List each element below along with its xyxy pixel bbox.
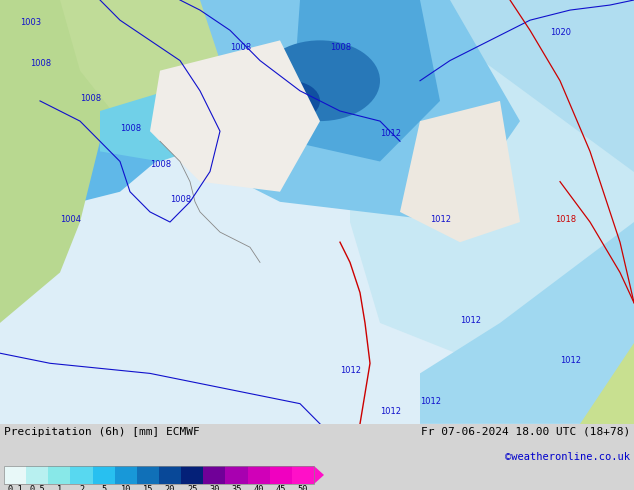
Polygon shape — [60, 0, 260, 121]
Polygon shape — [160, 0, 520, 222]
Text: 1003: 1003 — [20, 18, 41, 27]
Bar — [4, 466, 26, 484]
Ellipse shape — [0, 86, 125, 136]
Text: 0.5: 0.5 — [29, 485, 45, 490]
Text: 2: 2 — [79, 485, 84, 490]
Text: 45: 45 — [276, 485, 286, 490]
Text: 1008: 1008 — [80, 94, 101, 103]
Text: 40: 40 — [254, 485, 264, 490]
Text: Fr 07-06-2024 18.00 UTC (18+78): Fr 07-06-2024 18.00 UTC (18+78) — [421, 427, 630, 437]
Polygon shape — [60, 0, 220, 141]
Polygon shape — [350, 0, 634, 424]
Bar — [48, 466, 70, 484]
Text: 1008: 1008 — [170, 195, 191, 204]
Text: 1008: 1008 — [30, 59, 51, 68]
Polygon shape — [0, 71, 200, 222]
Bar — [4, 466, 314, 484]
Text: 25: 25 — [187, 485, 197, 490]
Ellipse shape — [260, 40, 380, 121]
Text: 1: 1 — [56, 485, 62, 490]
Ellipse shape — [260, 81, 320, 121]
Text: Precipitation (6h) [mm] ECMWF: Precipitation (6h) [mm] ECMWF — [4, 427, 200, 437]
Polygon shape — [0, 0, 140, 323]
Text: 20: 20 — [165, 485, 176, 490]
Text: 1012: 1012 — [420, 397, 441, 406]
Text: ©weatheronline.co.uk: ©weatheronline.co.uk — [505, 452, 630, 462]
Bar — [204, 466, 226, 484]
Bar — [159, 466, 181, 484]
Polygon shape — [580, 343, 634, 424]
Text: 1008: 1008 — [230, 44, 251, 52]
Text: 1012: 1012 — [460, 316, 481, 325]
Bar — [26, 466, 48, 484]
Text: 1008: 1008 — [150, 160, 171, 169]
Bar — [292, 466, 314, 484]
Bar — [115, 466, 137, 484]
Text: 1020: 1020 — [550, 28, 571, 37]
Text: 1012: 1012 — [380, 129, 401, 138]
Text: 1012: 1012 — [380, 407, 401, 416]
Bar — [137, 466, 159, 484]
Text: 5: 5 — [101, 485, 107, 490]
Text: 0.1: 0.1 — [7, 485, 23, 490]
Text: 35: 35 — [231, 485, 242, 490]
Text: 1004: 1004 — [60, 215, 81, 224]
Polygon shape — [100, 81, 220, 162]
Text: 1012: 1012 — [430, 215, 451, 224]
Text: 1008: 1008 — [120, 124, 141, 133]
Text: 30: 30 — [209, 485, 219, 490]
Text: 10: 10 — [120, 485, 131, 490]
Text: 15: 15 — [143, 485, 153, 490]
Text: 1008: 1008 — [330, 44, 351, 52]
Text: 1018: 1018 — [555, 215, 576, 224]
Polygon shape — [420, 222, 634, 424]
Ellipse shape — [10, 98, 90, 144]
Polygon shape — [314, 466, 324, 484]
Bar — [93, 466, 115, 484]
Polygon shape — [150, 40, 320, 192]
Text: 1012: 1012 — [560, 356, 581, 366]
Bar — [247, 466, 269, 484]
Polygon shape — [290, 0, 440, 162]
Bar — [226, 466, 247, 484]
Text: 50: 50 — [298, 485, 308, 490]
Bar — [269, 466, 292, 484]
Text: 1012: 1012 — [340, 367, 361, 375]
Bar — [181, 466, 204, 484]
Bar — [70, 466, 93, 484]
Polygon shape — [400, 101, 520, 242]
Polygon shape — [400, 0, 634, 172]
